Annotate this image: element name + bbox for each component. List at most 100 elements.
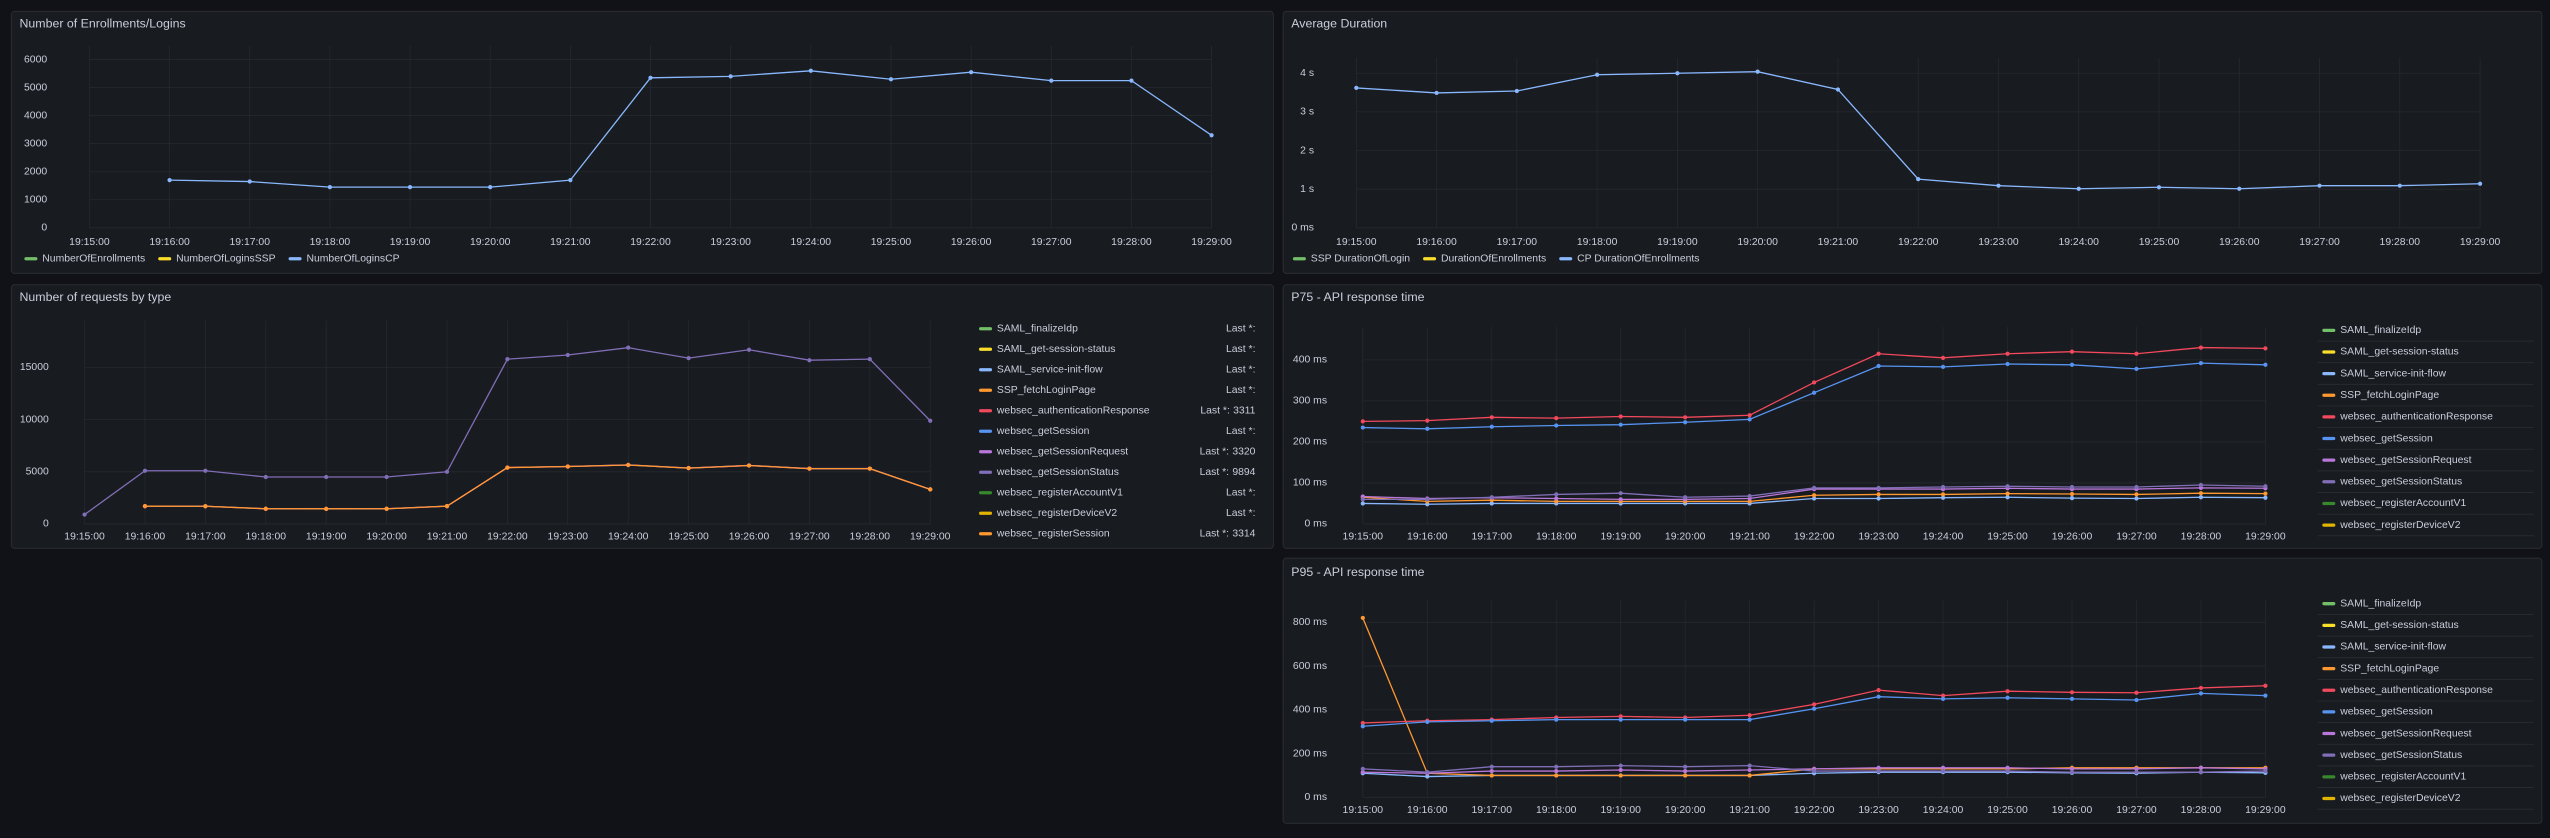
data-point [1554,423,1559,428]
x-tick-label: 19:23:00 [1858,805,1899,816]
legend-swatch [2322,523,2336,527]
data-point [928,487,933,492]
y-tick-label: 0 ms [1304,792,1327,803]
data-point [1940,364,1946,369]
data-point [867,466,872,471]
data-point [384,506,389,511]
x-tick-label: 19:18:00 [310,237,351,248]
data-point [728,74,733,79]
y-tick-label: 100 ms [1293,478,1327,489]
data-point [1683,717,1688,722]
legend-stat-label: Last *: [1226,487,1256,498]
data-point [2263,683,2268,688]
legend-label: SSP DurationOfLogin [1311,253,1410,264]
panel [1282,284,2543,549]
y-tick-label: 0 ms [1291,223,1314,234]
legend-label: SAML_finalizeIdp [2340,325,2421,336]
legend-label: websec_registerDeviceV2 [996,508,1117,519]
chart-title: Average Duration [1291,17,1387,31]
data-point [1434,90,1439,96]
legend-label: SAML_finalizeIdp [2340,598,2421,609]
legend-swatch [979,532,993,536]
x-tick-label: 19:23:00 [548,532,589,543]
data-point [142,504,148,509]
x-tick-label: 19:25:00 [2139,237,2180,248]
data-point [746,347,752,352]
data-point [1755,69,1760,74]
legend-label: SSP_fetchLoginPage [997,385,1096,396]
data-point [746,463,752,468]
x-tick-label: 19:27:00 [2299,237,2340,248]
legend-swatch [2322,393,2336,397]
legend-value: 3320 [1232,446,1255,457]
legend-label: websec_registerAccountV1 [2339,498,2466,509]
data-point [1360,419,1365,424]
data-point [2005,765,2010,770]
legend-label: websec_registerSession [996,528,1110,539]
data-point [2156,185,2162,190]
x-tick-label: 19:18:00 [1536,805,1577,816]
data-point [1489,415,1494,420]
data-point [626,462,631,468]
data-point [568,178,573,183]
data-point [1811,380,1817,385]
x-tick-label: 19:27:00 [789,532,830,543]
data-point [1425,418,1430,423]
x-tick-label: 19:29:00 [2245,805,2286,816]
data-point [2134,766,2139,771]
data-point [2317,183,2322,188]
x-tick-label: 19:24:00 [791,237,832,248]
data-point [2198,345,2204,350]
legend-swatch [2322,501,2336,506]
x-tick-label: 19:27:00 [1031,237,1072,248]
x-tick-label: 19:16:00 [125,532,166,543]
data-point [1425,770,1430,775]
data-point [2134,697,2139,703]
data-point [565,352,570,358]
legend-label: websec_getSessionRequest [2339,455,2471,466]
x-tick-label: 19:25:00 [1987,805,2028,816]
data-point [2134,496,2139,501]
y-tick-label: 6000 [24,54,47,65]
data-point [2134,770,2139,775]
data-point [1360,497,1365,502]
x-tick-label: 19:22:00 [487,532,528,543]
legend-swatch [2322,731,2336,736]
data-point [1876,492,1881,497]
legend-swatch [2322,710,2336,714]
x-tick-label: 19:26:00 [951,237,992,248]
x-tick-label: 19:27:00 [2116,805,2157,816]
x-tick-label: 19:24:00 [608,532,649,543]
data-point [1489,501,1494,506]
legend-swatch [2322,623,2336,627]
legend-label: SAML_get-session-status [997,344,1116,355]
x-tick-label: 19:21:00 [550,237,591,248]
data-point [1876,351,1881,356]
x-tick-label: 19:20:00 [1665,805,1706,816]
y-tick-label: 400 ms [1293,355,1327,366]
x-tick-label: 19:20:00 [470,237,511,248]
data-point [2263,484,2268,489]
data-point [1811,496,1817,501]
y-tick-label: 0 [43,519,49,530]
data-point [1618,414,1623,419]
data-point [2477,181,2483,186]
x-tick-label: 19:29:00 [2245,532,2286,543]
panel [10,284,1274,549]
legend-swatch [979,409,993,413]
x-tick-label: 19:27:00 [2116,532,2157,543]
x-tick-label: 19:19:00 [306,532,347,543]
data-point [686,355,691,361]
data-point [1360,501,1365,506]
legend-label: websec_getSessionRequest [2339,728,2471,739]
legend-label: NumberOfLoginsSSP [176,253,276,264]
data-point [1811,768,1817,774]
x-tick-label: 19:19:00 [1657,237,1698,248]
x-tick-label: 19:17:00 [185,532,226,543]
data-point [2069,349,2075,354]
data-point [2005,495,2010,500]
x-tick-label: 19:16:00 [1407,805,1448,816]
y-tick-label: 15000 [20,362,49,373]
x-tick-label: 19:26:00 [729,532,770,543]
legend-swatch [2322,688,2336,692]
